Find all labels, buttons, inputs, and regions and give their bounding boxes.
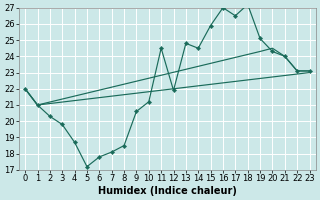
X-axis label: Humidex (Indice chaleur): Humidex (Indice chaleur) [98,186,237,196]
